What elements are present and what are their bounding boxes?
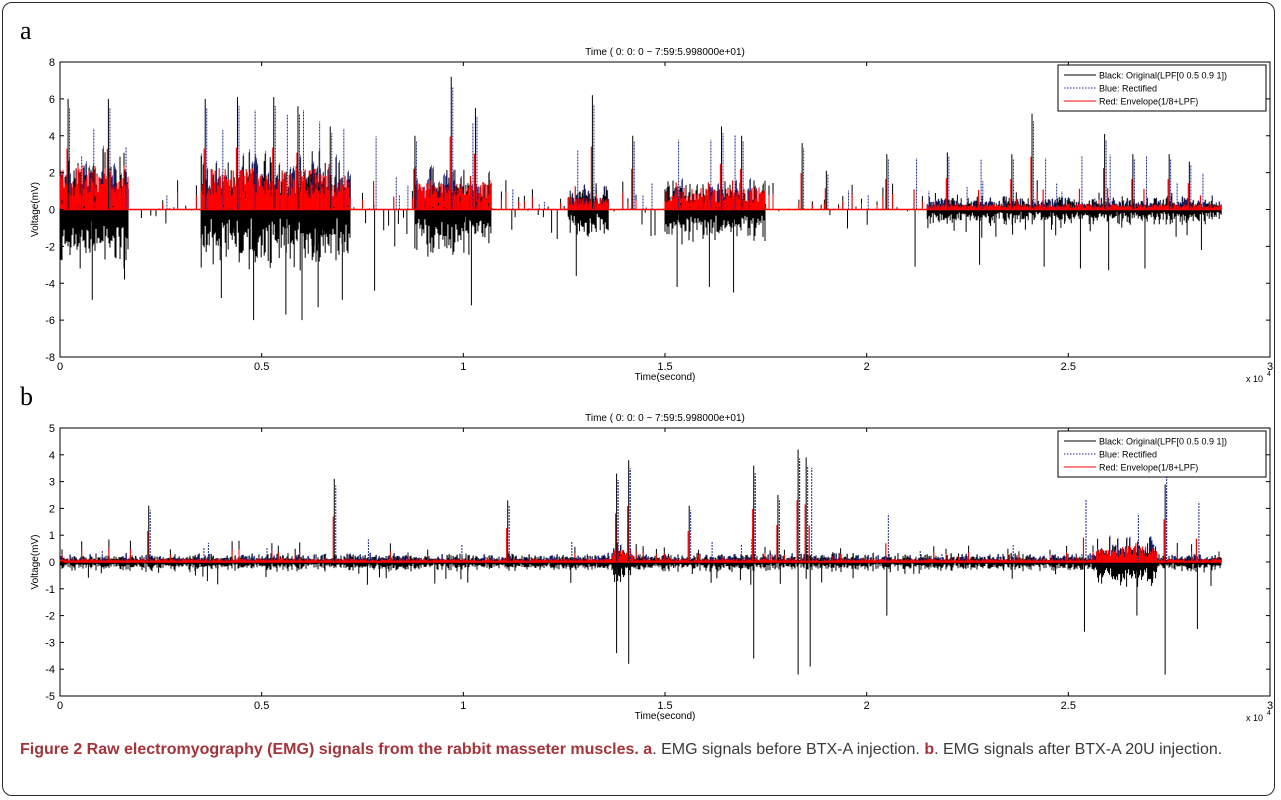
y-tick-label-2: -3 <box>45 637 55 649</box>
legend-box <box>1057 430 1267 478</box>
y-ticks: -8 -6 -4 -2 0 2 4 6 8 <box>45 57 1270 364</box>
caption-figure-label: Figure 2 Raw electromyography (EMG) sign… <box>20 741 639 758</box>
legend: Black: Original(LPF[0 0.5 0.9 1]) Blue: R… <box>1057 430 1267 478</box>
x-tick-label-3: 1.5 <box>657 361 672 373</box>
y-tick-label-7: 6 <box>49 94 55 106</box>
legend: Black: Original(LPF[0 0.5 0.9 1]) Blue: R… <box>1057 64 1267 112</box>
x-ticks: 0 0.5 1 1.5 2 2.5 3 <box>57 62 1273 373</box>
caption-text-a: . EMG signals before BTX-A injection. <box>652 741 920 758</box>
x-ticks: 0 0.5 1 1.5 2 2.5 3 <box>57 428 1273 712</box>
x-tick-label-1: 0.5 <box>254 361 269 373</box>
y-tick-label-4: -1 <box>45 584 55 596</box>
x-tick-label-4: 2 <box>864 361 870 373</box>
y-tick-label-6: 1 <box>49 530 55 542</box>
legend-label-1: Blue: Rectified <box>1099 84 1157 94</box>
panel-letter-b: b <box>20 382 33 411</box>
y-tick-label-4: 0 <box>49 205 55 217</box>
legend-label-2: Red: Envelope(1/8+LPF) <box>1099 97 1198 107</box>
y-tick-label-10: 5 <box>49 423 55 435</box>
signal-traces <box>59 449 1222 675</box>
chart-title: Time ( 0: 0: 0 ~ 7:59:5.998000e+01) <box>585 413 745 424</box>
y-tick-label-1: -6 <box>45 315 55 327</box>
legend-label-0: Black: Original(LPF[0 0.5 0.9 1]) <box>1099 71 1227 81</box>
x-exponent-label: x 10 <box>1246 374 1263 384</box>
legend-label-0: Black: Original(LPF[0 0.5 0.9 1]) <box>1099 437 1227 447</box>
x-tick-label-5: 2.5 <box>1061 700 1076 712</box>
legend-box <box>1057 64 1267 112</box>
x-tick-label-1: 0.5 <box>254 700 269 712</box>
y-tick-label-1: -4 <box>45 664 55 676</box>
chart-panel-b: Time ( 0: 0: 0 ~ 7:59:5.998000e+01) 0 0.5 1… <box>30 413 1273 723</box>
y-tick-label-5: 2 <box>49 168 55 180</box>
x-exponent-power: 4 <box>1267 371 1271 378</box>
x-tick-label-3: 1.5 <box>657 700 672 712</box>
x-tick-label-6: 3 <box>1267 361 1273 373</box>
x-tick-label-4: 2 <box>864 700 870 712</box>
x-tick-label-0: 0 <box>57 361 63 373</box>
figure-caption: Figure 2 Raw electromyography (EMG) sign… <box>20 738 1260 762</box>
y-tick-label-0: -5 <box>45 691 55 703</box>
x-tick-label-2: 1 <box>460 361 466 373</box>
signal-traces <box>59 76 1222 321</box>
caption-text-b: . EMG signals after BTX-A 20U injection. <box>934 741 1223 758</box>
y-tick-label-8: 3 <box>49 477 55 489</box>
emg-figure-plots: Time ( 0: 0: 0 ~ 7:59:5.998000e+01) 0 0.5 1… <box>30 47 1273 723</box>
x-tick-label-6: 3 <box>1267 700 1273 712</box>
panel-letter-a: a <box>20 16 32 45</box>
y-tick-label-0: -8 <box>45 352 55 364</box>
y-tick-label-7: 2 <box>49 503 55 515</box>
chart-panel-a: Time ( 0: 0: 0 ~ 7:59:5.998000e+01) 0 0.5 1… <box>30 47 1273 384</box>
legend-label-2: Red: Envelope(1/8+LPF) <box>1099 463 1198 473</box>
y-tick-label-3: -2 <box>45 611 55 623</box>
burst-original-4 <box>664 179 766 245</box>
x-tick-label-2: 1 <box>460 700 466 712</box>
y-ticks: -5 -4 -3 -2 -1 0 1 2 3 4 5 <box>45 423 1270 703</box>
caption-label-b: b <box>924 741 935 758</box>
x-tick-label-0: 0 <box>57 700 63 712</box>
y-tick-label-6: 4 <box>49 131 55 143</box>
y-tick-label-2: -4 <box>45 278 55 290</box>
y-tick-label-9: 4 <box>49 450 55 462</box>
chart-title: Time ( 0: 0: 0 ~ 7:59:5.998000e+01) <box>585 47 745 58</box>
y-axis-label: Voltage(mV) <box>30 182 41 237</box>
y-tick-label-5: 0 <box>49 557 55 569</box>
burst-envelope-2 <box>1096 545 1158 562</box>
x-axis-label: Time(second) <box>635 711 696 722</box>
x-exponent-power: 4 <box>1267 710 1271 717</box>
x-exponent-label: x 10 <box>1246 713 1263 723</box>
x-tick-label-5: 2.5 <box>1061 361 1076 373</box>
y-tick-label-3: -2 <box>45 241 55 253</box>
caption-label-a: a <box>643 741 653 758</box>
y-axis-label: Voltage(mV) <box>30 534 41 589</box>
x-axis-label: Time(second) <box>635 372 696 383</box>
y-tick-label-8: 8 <box>49 57 55 69</box>
legend-label-1: Blue: Rectified <box>1099 450 1157 460</box>
